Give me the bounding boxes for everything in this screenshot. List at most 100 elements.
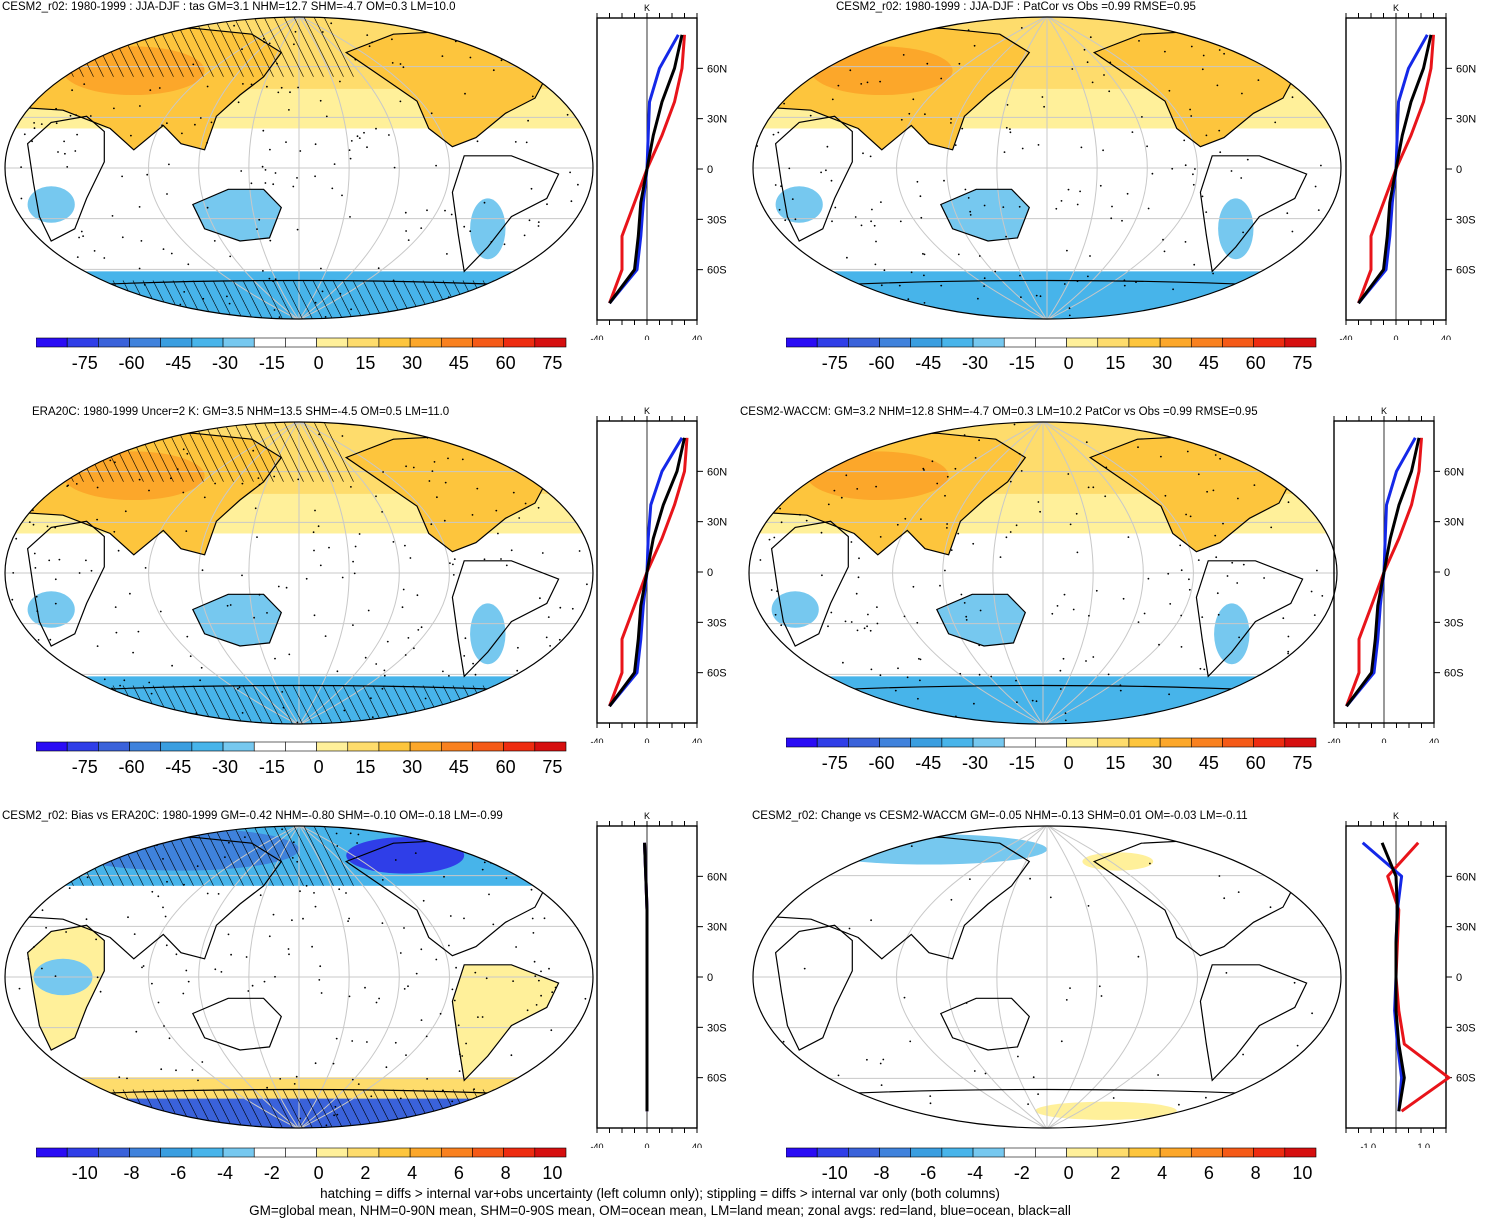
stippling [759,422,1324,722]
stipple-dot [1062,657,1065,660]
stipple-dot [943,179,945,182]
hatch-line [272,1089,294,1128]
stipple-dot [350,140,353,142]
stipple-dot [182,992,185,995]
stipple-dot [1282,617,1285,620]
stipple-dot [483,558,486,561]
stipple-dot [577,183,579,186]
stipple-dot [526,1009,529,1012]
hatch-line [232,280,254,319]
hatch-line [262,685,284,724]
stipple-dot [1164,50,1166,53]
stipple-dot [404,211,407,214]
stipple-dot [973,1070,976,1072]
panel-6-title: CESM2_r02: Change vs CESM2-WACCM GM=-0.0… [752,810,1248,822]
stipple-dot [1223,52,1225,55]
stipple-dot [879,80,881,83]
colorbar-label: -15 [1009,753,1035,771]
zonal-lat-label: 30S [707,1022,727,1034]
stipple-dot [137,630,140,633]
stipple-dot [463,225,466,228]
npac-warm-area [1082,852,1154,871]
stipple-dot [954,467,957,470]
stipple-dot [1006,104,1009,106]
stipple-dot [191,1069,194,1071]
stipple-dot [335,832,338,835]
hatch-line [522,280,544,319]
stipple-dot [96,645,99,647]
stipple-dot [164,915,167,918]
stipple-dot [867,613,869,616]
stipple-dot [447,457,449,460]
stipple-dot [1079,190,1081,193]
stipple-dot [358,137,361,139]
stipple-dot [141,966,143,969]
stipple-dot [280,86,283,89]
stipple-dot [1029,877,1031,880]
colorbar-label: -2 [264,1163,280,1181]
stipple-dot [1163,250,1166,253]
hatch-line [252,280,274,319]
hatch-line [302,1089,324,1128]
colorbar-label: 60 [1246,753,1266,771]
stipple-dot [166,880,168,883]
stipple-dot [378,997,380,1000]
colorbar-swatch [1035,1147,1067,1158]
colorbar-swatch [910,337,943,348]
stipple-dot [63,140,65,143]
stipple-dot [324,316,327,318]
stipple-dot [923,253,926,256]
stipple-dot [774,184,777,186]
hatch-line [522,1089,544,1128]
stipple-dot [809,114,812,117]
stipple-dot [388,134,390,136]
hatch-line [222,1089,244,1128]
stipple-dot [1188,578,1190,581]
stipple-dot [282,706,285,709]
lon-gridline [942,422,1044,724]
colorbar-swatch [129,1147,162,1158]
stipple-dot [54,602,57,605]
stipple-dot [1137,621,1140,623]
stipple-dot [285,586,288,589]
stipple-dot [848,927,851,930]
zonal-ocean-series [1345,437,1417,708]
stipple-dot [162,858,164,860]
map-panel-4 [748,421,1338,725]
stipple-dot [420,948,423,951]
stipple-dot [54,975,57,977]
stipple-dot [143,283,146,286]
colorbar-swatch [378,741,411,752]
stipple-dot [385,1066,388,1069]
zonal-ocean-series [1357,34,1429,305]
colorbar-swatch [785,1147,818,1158]
stipple-dot [1146,145,1148,148]
stipple-dot [973,44,976,47]
stipple-dot [845,474,848,477]
zonal-lat-label: 60N [1456,63,1476,75]
australia-outline [935,593,1026,647]
stipple-dot [780,521,783,524]
colorbar-label: 10 [1292,1163,1312,1181]
lon-gridline [1042,422,1194,724]
colorbar-swatch [347,1147,380,1158]
stipple-dot [281,691,284,693]
colorbar-4: -75 -60 -45 -30 -15 0 15 30 45 60 75 [785,737,1326,776]
stipple-dot [566,113,569,116]
stipple-dot [11,598,14,601]
map-panel-5 [4,825,594,1129]
colorbar-label: 0 [314,1163,324,1181]
hatch-line [243,422,274,482]
stipple-dot [420,1019,423,1021]
stipple-dot [869,629,872,632]
zonal-ocean-series [608,34,680,305]
stipple-dot [869,155,872,158]
stipple-dot [119,684,121,687]
stipple-dot [324,635,327,637]
stipple-dot [356,842,358,844]
stipple-dot [1291,96,1294,99]
africa-outline [26,115,105,242]
stipple-dot [171,664,174,667]
stipple-dot [305,884,308,887]
hatch-line [492,685,514,724]
